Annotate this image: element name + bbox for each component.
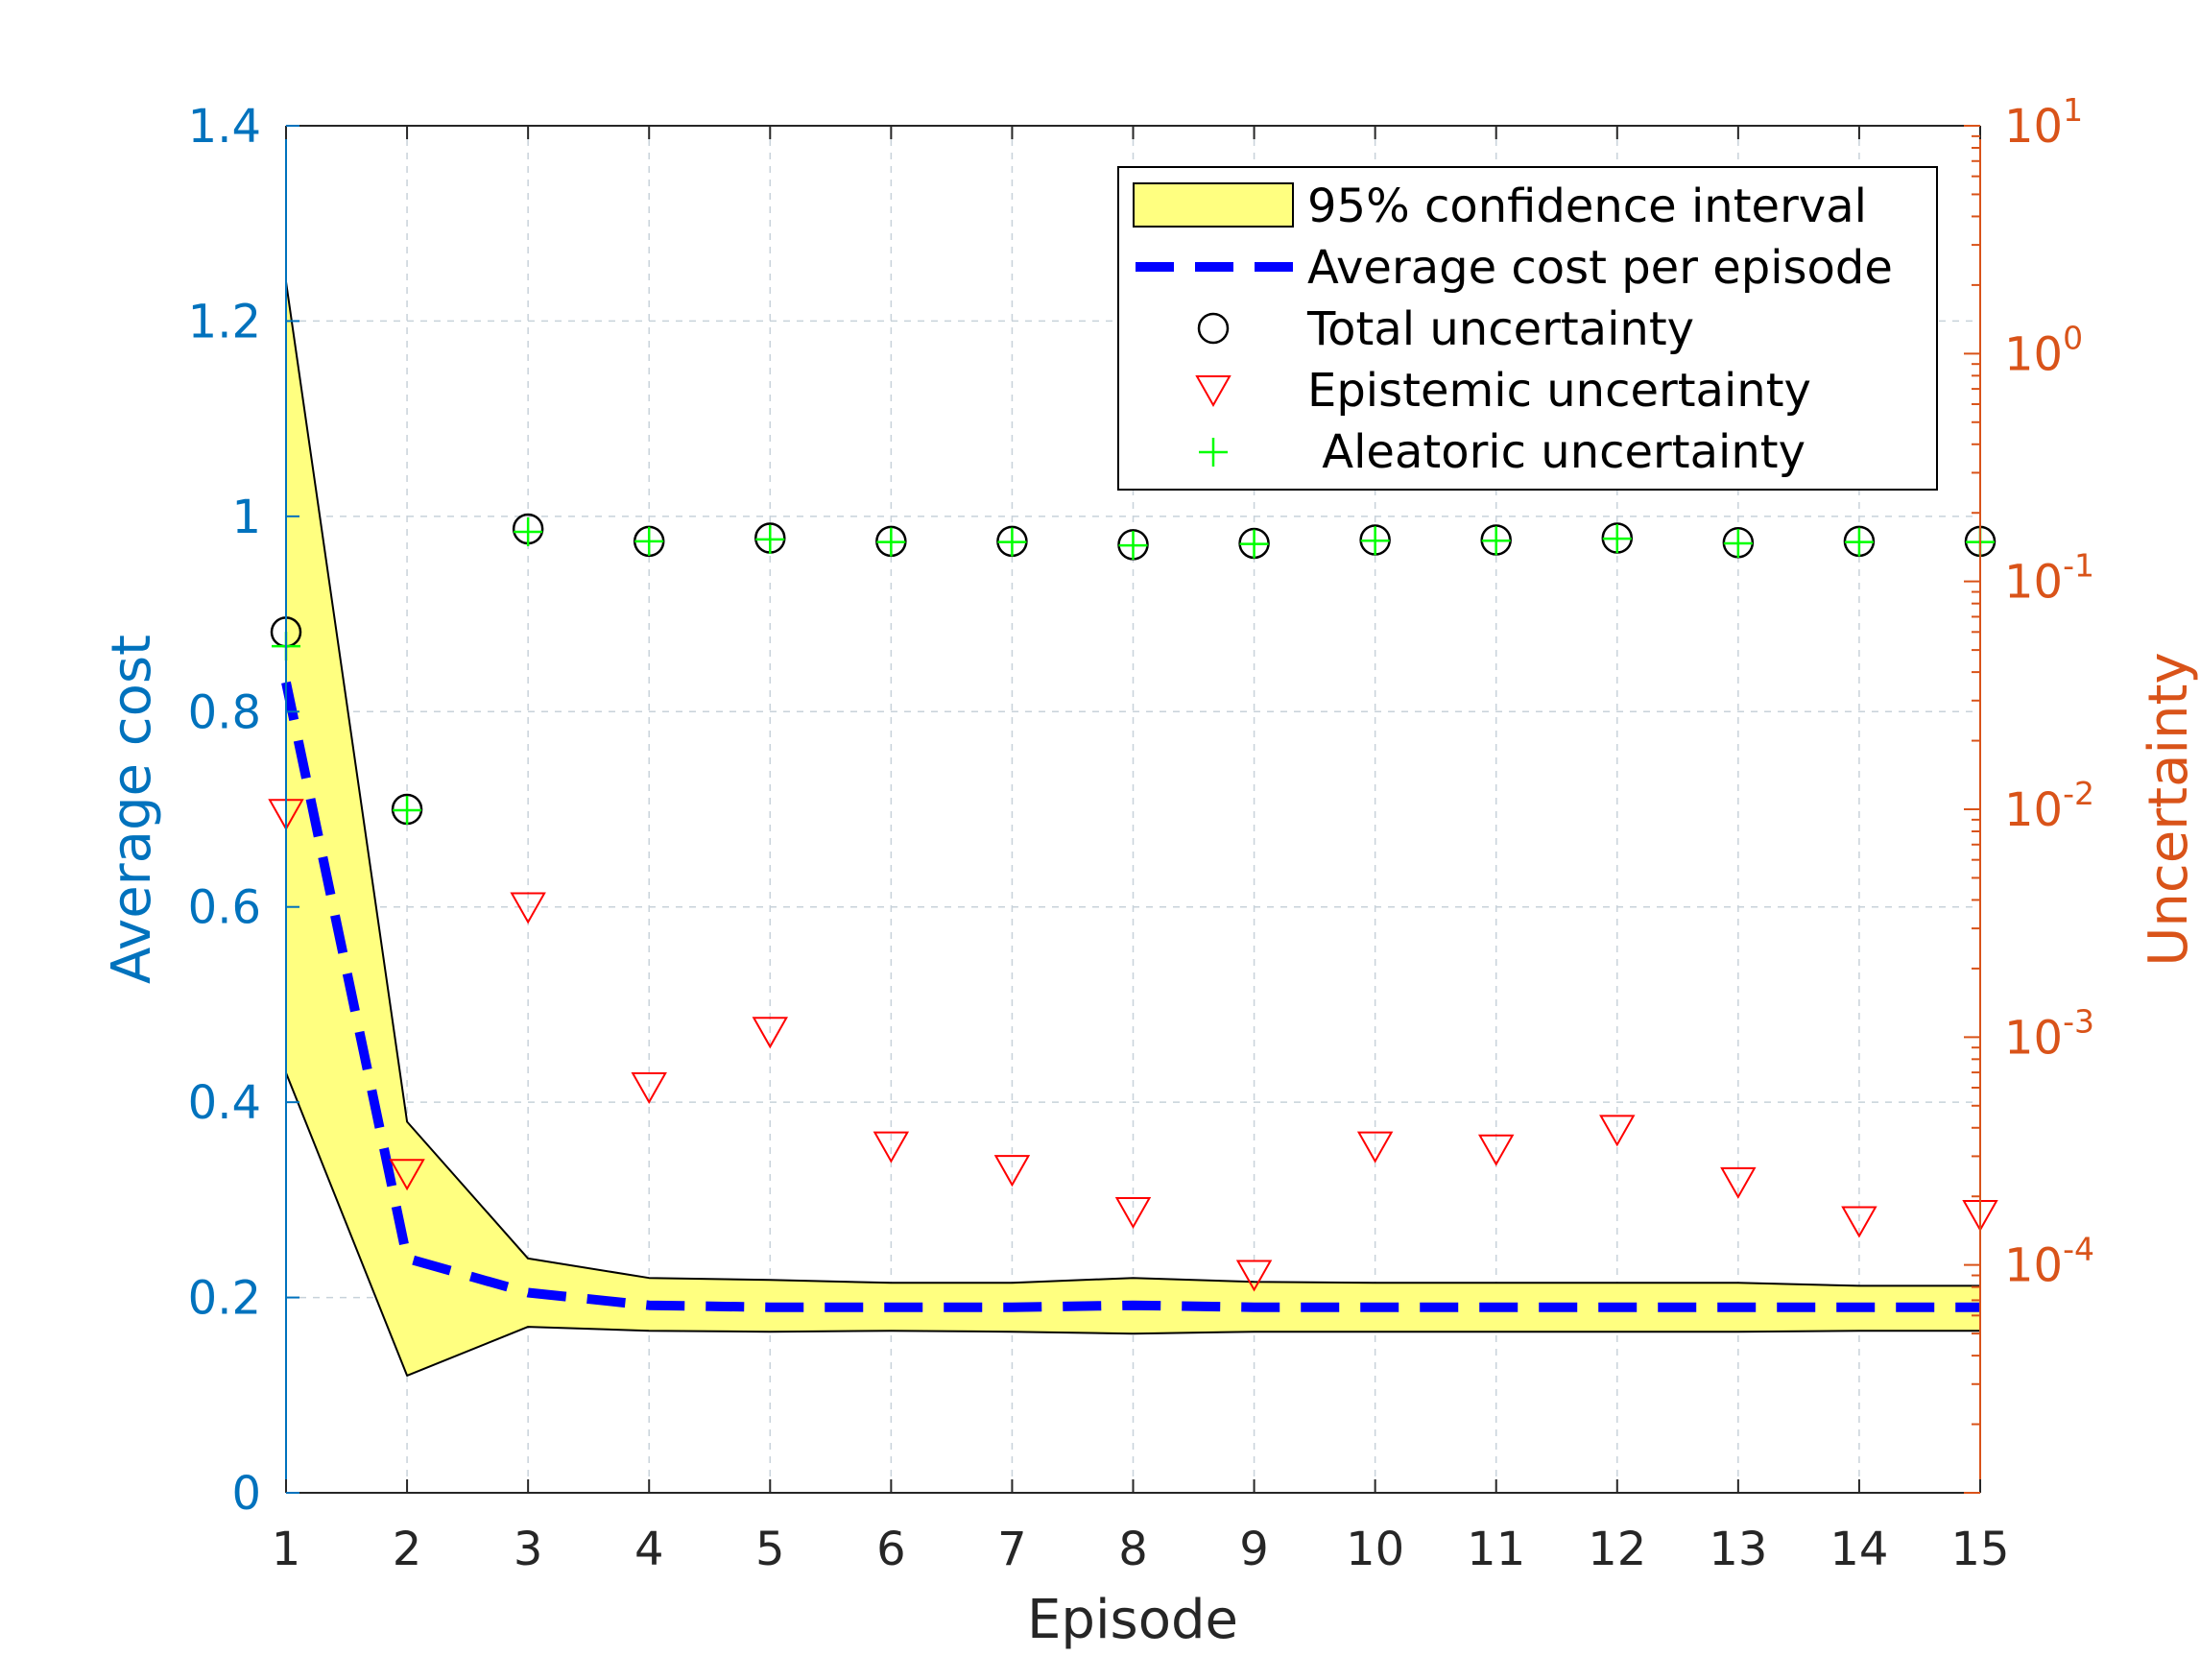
legend-label-confidence: 95% confidence interval bbox=[1307, 180, 1867, 233]
x-tick-label: 10 bbox=[1346, 1523, 1404, 1576]
axes bbox=[285, 125, 1981, 1494]
x-axis-title: Episode bbox=[1027, 1589, 1238, 1651]
epistemic-uncertainty-point bbox=[873, 1131, 910, 1164]
left-tick-label: 1 bbox=[231, 491, 261, 544]
tick-labels: 1 2 3 4 5 6 7 8 9 10 11 12 13 14 1500.20.40.60.811.21.… bbox=[188, 91, 2094, 1576]
aleatoric-uncertainty-point bbox=[1723, 528, 1753, 558]
epistemic-uncertainty-point bbox=[1477, 1134, 1515, 1166]
x-tick-label: 1 bbox=[272, 1523, 301, 1576]
aleatoric-uncertainty-point bbox=[1118, 531, 1148, 561]
aleatoric-uncertainty-point bbox=[1481, 526, 1511, 556]
x-tick-label: 15 bbox=[1950, 1523, 2009, 1576]
x-tick-label: 13 bbox=[1709, 1523, 1767, 1576]
left-tick-label: 1.4 bbox=[188, 100, 261, 154]
right-tick-label: 10-1 bbox=[2004, 547, 2094, 610]
aleatoric-uncertainty-point bbox=[393, 796, 422, 826]
x-tick-label: 11 bbox=[1467, 1523, 1525, 1576]
aleatoric-uncertainty-point bbox=[634, 526, 664, 556]
legend-marker-epistemic bbox=[1195, 375, 1232, 408]
x-tick-label: 9 bbox=[1239, 1523, 1269, 1576]
aleatoric-uncertainty-point bbox=[1602, 524, 1632, 554]
average-cost-line bbox=[281, 681, 1980, 1312]
x-tick-label: 2 bbox=[393, 1523, 422, 1576]
epistemic-uncertainty-point bbox=[1356, 1131, 1394, 1164]
left-tick-label: 0.6 bbox=[188, 881, 261, 935]
right-tick-label: 10-2 bbox=[2004, 775, 2094, 837]
legend-label-aleatoric: Aleatoric uncertainty bbox=[1307, 425, 1805, 479]
left-axis-title: Average cost bbox=[101, 635, 163, 984]
x-tick-label: 14 bbox=[1829, 1523, 1888, 1576]
left-tick-label: 0.2 bbox=[188, 1272, 261, 1326]
x-tick-label: 12 bbox=[1588, 1523, 1646, 1576]
legend-label-epistemic: Epistemic uncertainty bbox=[1307, 364, 1811, 418]
left-tick-label: 0.4 bbox=[188, 1076, 261, 1130]
left-tick-label: 0.8 bbox=[188, 685, 261, 739]
legend-swatch-confidence bbox=[1133, 182, 1294, 228]
legend-label-total: Total uncertainty bbox=[1306, 302, 1694, 356]
right-tick-label: 10-4 bbox=[2004, 1231, 2094, 1293]
epistemic-uncertainty-point bbox=[631, 1071, 667, 1105]
x-tick-label: 7 bbox=[997, 1523, 1027, 1576]
aleatoric-uncertainty-point bbox=[755, 524, 785, 554]
right-tick-label: 100 bbox=[2004, 319, 2083, 381]
aleatoric-uncertainty-point bbox=[876, 527, 906, 557]
left-tick-label: 0 bbox=[231, 1467, 261, 1521]
x-tick-label: 8 bbox=[1118, 1523, 1148, 1576]
x-tick-label: 5 bbox=[755, 1523, 785, 1576]
epistemic-uncertainty-point bbox=[1235, 1260, 1273, 1292]
epistemic-uncertainty-point bbox=[1114, 1196, 1152, 1229]
aleatoric-uncertainty-point bbox=[514, 517, 543, 547]
legend: 95% confidence interval Average cost per… bbox=[1117, 166, 1938, 491]
epistemic-uncertainty-point bbox=[389, 1159, 425, 1191]
x-tick-label: 4 bbox=[634, 1523, 664, 1576]
epistemic-uncertainty-point bbox=[752, 1017, 789, 1049]
epistemic-uncertainty-point bbox=[993, 1155, 1031, 1188]
average-line-layer bbox=[281, 681, 1980, 1312]
x-tick-label: 3 bbox=[514, 1523, 543, 1576]
legend-marker-aleatoric bbox=[1199, 438, 1228, 467]
legend-label-average: Average cost per episode bbox=[1307, 241, 1893, 295]
left-tick-label: 1.2 bbox=[188, 295, 261, 348]
aleatoric-uncertainty-point bbox=[997, 527, 1027, 557]
legend-marker-total bbox=[1197, 312, 1230, 345]
epistemic-uncertainty-point bbox=[1841, 1206, 1877, 1238]
epistemic-uncertainty-point bbox=[1720, 1166, 1757, 1199]
epistemic-uncertainty-point bbox=[510, 892, 546, 924]
right-axis-title: Uncertainty bbox=[2138, 652, 2200, 966]
markers-layer bbox=[268, 513, 1998, 1292]
right-tick-label: 10-3 bbox=[2004, 1002, 2094, 1065]
epistemic-uncertainty-point bbox=[1599, 1115, 1636, 1147]
aleatoric-uncertainty-point bbox=[1844, 527, 1874, 557]
aleatoric-uncertainty-point bbox=[1239, 529, 1269, 559]
right-tick-label: 101 bbox=[2004, 91, 2083, 154]
aleatoric-uncertainty-point bbox=[1360, 526, 1390, 556]
x-tick-label: 6 bbox=[876, 1523, 906, 1576]
